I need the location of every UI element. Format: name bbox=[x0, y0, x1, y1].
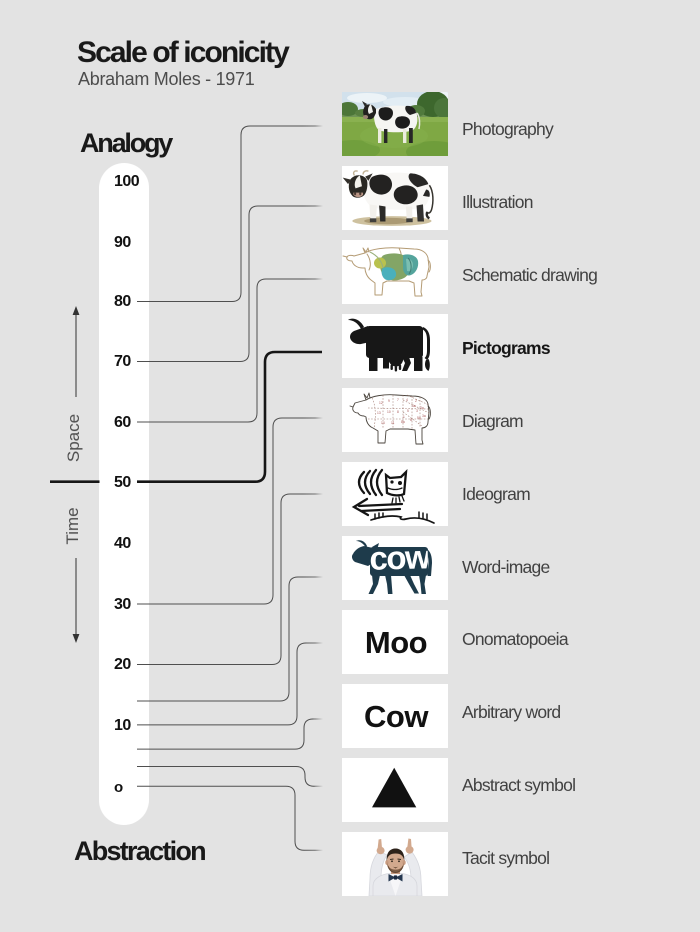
svg-text:9: 9 bbox=[388, 399, 390, 403]
svg-text:Cow: Cow bbox=[364, 699, 429, 734]
svg-text:11: 11 bbox=[391, 421, 395, 425]
svg-text:3: 3 bbox=[416, 409, 418, 413]
svg-text:1: 1 bbox=[403, 415, 405, 419]
svg-text:14: 14 bbox=[381, 421, 385, 425]
svg-text:2a: 2a bbox=[420, 406, 424, 410]
svg-text:6: 6 bbox=[410, 418, 412, 422]
svg-text:12: 12 bbox=[379, 401, 383, 405]
svg-text:5: 5 bbox=[407, 409, 409, 413]
svg-text:5a: 5a bbox=[417, 416, 421, 420]
svg-text:cow: cow bbox=[369, 538, 431, 577]
svg-text:4: 4 bbox=[406, 398, 408, 402]
svg-text:7: 7 bbox=[397, 398, 399, 402]
svg-text:Moo: Moo bbox=[365, 625, 427, 660]
svg-text:8: 8 bbox=[397, 410, 399, 414]
svg-text:4a: 4a bbox=[412, 404, 416, 408]
svg-text:10: 10 bbox=[387, 410, 391, 414]
svg-text:2: 2 bbox=[415, 399, 417, 403]
svg-text:8a: 8a bbox=[401, 420, 405, 424]
svg-text:3a: 3a bbox=[422, 414, 426, 418]
svg-text:13: 13 bbox=[377, 411, 381, 415]
